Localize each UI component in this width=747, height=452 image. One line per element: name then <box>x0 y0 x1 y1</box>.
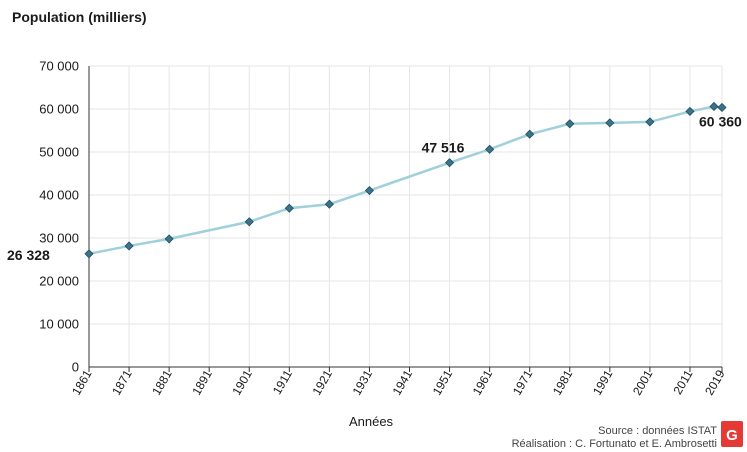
data-label: 47 516 <box>422 140 465 156</box>
y-tick-label: 50 000 <box>39 145 79 160</box>
y-tick-label: 60 000 <box>39 102 79 117</box>
x-tick-label: 1991 <box>590 367 616 397</box>
data-point <box>244 217 254 227</box>
credit-note: Réalisation : C. Fortunato et E. Ambrose… <box>512 438 717 450</box>
axes <box>88 66 723 372</box>
y-tick-label: 70 000 <box>39 59 79 74</box>
data-label: 60 360 <box>699 113 742 129</box>
source-note: Source : données ISTAT <box>598 425 717 437</box>
x-tick-label: 2001 <box>630 367 656 397</box>
x-tick-label: 1911 <box>270 367 295 397</box>
y-tick-label: 20 000 <box>39 274 79 289</box>
x-tick-label: 1921 <box>310 367 336 397</box>
population-line <box>88 105 723 256</box>
geo-logo-icon: G <box>721 421 743 447</box>
y-axis-title: Population (milliers) <box>12 9 147 25</box>
data-point <box>364 185 375 196</box>
y-tick-label: 40 000 <box>39 188 79 203</box>
data-point <box>717 102 727 113</box>
data-point <box>685 106 695 116</box>
data-point <box>284 203 294 213</box>
x-tick-label: 1871 <box>109 367 135 397</box>
data-point <box>324 199 334 209</box>
y-tick-label: 0 <box>72 360 79 375</box>
data-label: 26 328 <box>7 247 50 263</box>
x-tick-label: 1961 <box>470 367 496 397</box>
y-tick-label: 30 000 <box>39 231 79 246</box>
x-axis-title: Années <box>349 414 394 429</box>
x-tick-label: 2011 <box>671 367 696 397</box>
y-tick-label: 10 000 <box>39 317 79 332</box>
data-point <box>605 118 615 128</box>
x-tick-label: 1881 <box>149 367 175 397</box>
x-tick-label: 1931 <box>350 367 376 397</box>
x-tick-label: 1981 <box>550 367 576 397</box>
x-tick-labels: 1861 1871 1881 1891 1901 1911 1921 1931 1941 1951… <box>69 367 728 397</box>
x-tick-label: 1941 <box>390 367 416 397</box>
x-tick-label: 1951 <box>430 367 456 397</box>
data-point <box>164 234 174 244</box>
y-tick-labels: 0 10 000 20 000 30 000 40 000 50 000 60 000 70 … <box>39 59 79 375</box>
data-point <box>485 144 495 154</box>
data-point <box>445 158 455 168</box>
x-tick-label: 1901 <box>229 367 255 397</box>
data-point <box>645 117 655 127</box>
series-group <box>84 101 727 259</box>
svg-text:G: G <box>726 427 738 444</box>
data-point <box>709 101 719 112</box>
grid-lines <box>88 65 723 368</box>
data-point <box>124 241 134 251</box>
x-tick-label: 1891 <box>189 367 215 397</box>
data-point <box>565 119 575 129</box>
data-labels: 26 328 47 516 60 360 <box>7 113 742 262</box>
x-tick-label: 1971 <box>510 367 536 397</box>
data-point <box>84 249 94 259</box>
x-tick-label: 2019 <box>702 367 728 397</box>
data-point <box>525 129 535 139</box>
